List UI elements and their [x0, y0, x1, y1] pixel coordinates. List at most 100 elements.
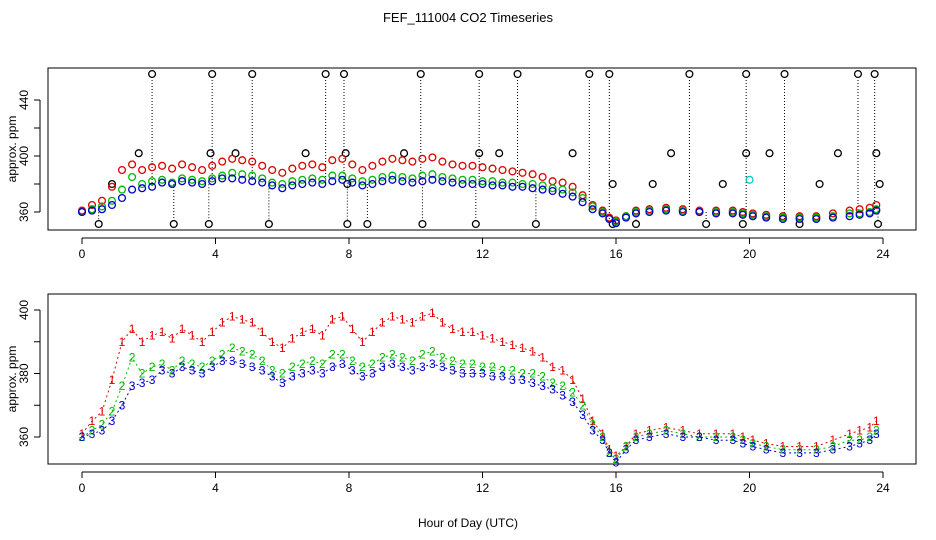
data-label-s2: 2 [319, 357, 326, 371]
data-point-s3 [158, 178, 167, 187]
data-point-s3 [358, 181, 367, 190]
data-point-s3 [598, 209, 607, 218]
data-label-s3: 3 [579, 408, 586, 422]
data-point-s1 [488, 164, 497, 173]
data-point-s1 [828, 209, 837, 218]
data-point-s1 [218, 157, 227, 166]
data-label-s1: 1 [379, 316, 386, 330]
data-label-s3: 3 [539, 379, 546, 393]
data-label-s1: 1 [459, 325, 466, 339]
data-label-s3: 3 [479, 367, 486, 381]
data-label-s1: 1 [369, 325, 376, 339]
x-axis-bottom: 0 4 8 12 16 20 24 [79, 471, 890, 495]
data-point-s1 [438, 157, 447, 166]
data-label-s2: 2 [259, 354, 266, 368]
data-label-s3: 3 [179, 360, 186, 374]
data-point-s3 [328, 177, 337, 186]
data-label-s2: 2 [866, 430, 873, 444]
data-point-s1 [538, 172, 547, 182]
x-tick-label: 0 [79, 247, 86, 261]
data-label-s1: 1 [219, 316, 226, 330]
outlier-point-low [94, 219, 103, 229]
data-label-s1: 1 [299, 325, 306, 339]
data-label-s2: 2 [169, 363, 176, 377]
data-label-s1: 1 [539, 351, 546, 365]
data-point-cyan [745, 175, 754, 184]
data-label-s2: 2 [633, 430, 640, 444]
data-label-s2: 2 [696, 430, 703, 444]
data-label-s1: 1 [239, 313, 246, 327]
data-label-s3: 3 [873, 427, 880, 441]
data-point-s3 [278, 184, 287, 193]
data-point-s2 [568, 188, 577, 197]
data-label-s2: 2 [89, 424, 96, 438]
outlier-point-high [248, 69, 257, 79]
data-label-s2: 2 [199, 360, 206, 374]
data-label-s1: 1 [856, 424, 863, 438]
data-point-s2 [478, 177, 487, 186]
data-point-s3 [728, 209, 737, 218]
series-line-1 [81, 312, 877, 457]
data-point-s3 [308, 178, 317, 187]
x-tick-label: 8 [346, 481, 353, 495]
outlier-point-mid [875, 179, 884, 189]
data-label-s1: 1 [633, 427, 640, 441]
data-label-s3: 3 [169, 367, 176, 381]
data-label-s3: 3 [696, 430, 703, 444]
data-label-s2: 2 [139, 367, 146, 381]
data-label-s1: 1 [259, 325, 266, 339]
outlier-point-mid [765, 149, 774, 158]
data-point-s3 [468, 179, 477, 189]
data-point-s2 [488, 177, 497, 186]
outlier-point-mid [343, 179, 352, 189]
outlier-point-mid [475, 149, 484, 158]
y-tick-label: 400 [17, 146, 31, 166]
data-point-s3 [498, 181, 507, 190]
data-point-s1 [528, 170, 537, 179]
outlier-point-mid [301, 149, 310, 158]
x-tick-label: 0 [79, 481, 86, 495]
data-point-s1 [418, 154, 427, 163]
data-label-s2: 2 [149, 360, 156, 374]
x-tick-label: 24 [876, 247, 890, 261]
data-label-s1: 1 [79, 427, 86, 441]
data-label-s3: 3 [99, 424, 106, 438]
outlier-layer-top [94, 69, 884, 229]
x-tick-label: 16 [609, 247, 623, 261]
data-point-s2 [378, 172, 387, 182]
data-point-s2 [548, 184, 557, 193]
data-label-s2: 2 [589, 417, 596, 431]
data-point-s3 [795, 214, 804, 224]
data-label-s2: 2 [846, 433, 853, 447]
panel-top: 0 4 8 12 16 20 24 360 400 440 approx. ppm [5, 67, 917, 261]
data-point-s3 [712, 209, 721, 218]
data-label-s1: 1 [279, 341, 286, 355]
data-point-s1 [478, 163, 487, 172]
data-label-s1: 1 [830, 433, 837, 447]
data-label-s1: 1 [469, 325, 476, 339]
data-label-s1: 1 [729, 427, 736, 441]
data-label-s2: 2 [713, 430, 720, 444]
data-label-s1: 1 [449, 322, 456, 336]
data-point-s1 [318, 163, 327, 172]
outlier-point-mid [107, 179, 117, 189]
data-label-s1: 1 [569, 373, 576, 387]
data-label-s1: 1 [309, 322, 316, 336]
x-tick-label: 20 [743, 481, 757, 495]
data-label-s3: 3 [780, 446, 787, 460]
data-label-s1: 1 [796, 440, 803, 454]
y-tick-label: 380 [17, 363, 31, 383]
data-label-s1: 1 [409, 316, 416, 330]
data-point-s1 [308, 160, 317, 169]
data-point-s1 [568, 182, 577, 191]
data-label-s3: 3 [846, 440, 853, 454]
data-label-s2: 2 [529, 367, 536, 381]
data-point-s2 [97, 202, 107, 211]
data-point-s2 [578, 193, 587, 203]
data-point-s3 [778, 214, 787, 224]
data-label-s2: 2 [359, 360, 366, 374]
data-point-s1 [188, 163, 197, 172]
outlier-point-high [853, 69, 863, 79]
y-tick-label: 400 [17, 300, 31, 320]
data-label-s2: 2 [459, 357, 466, 371]
